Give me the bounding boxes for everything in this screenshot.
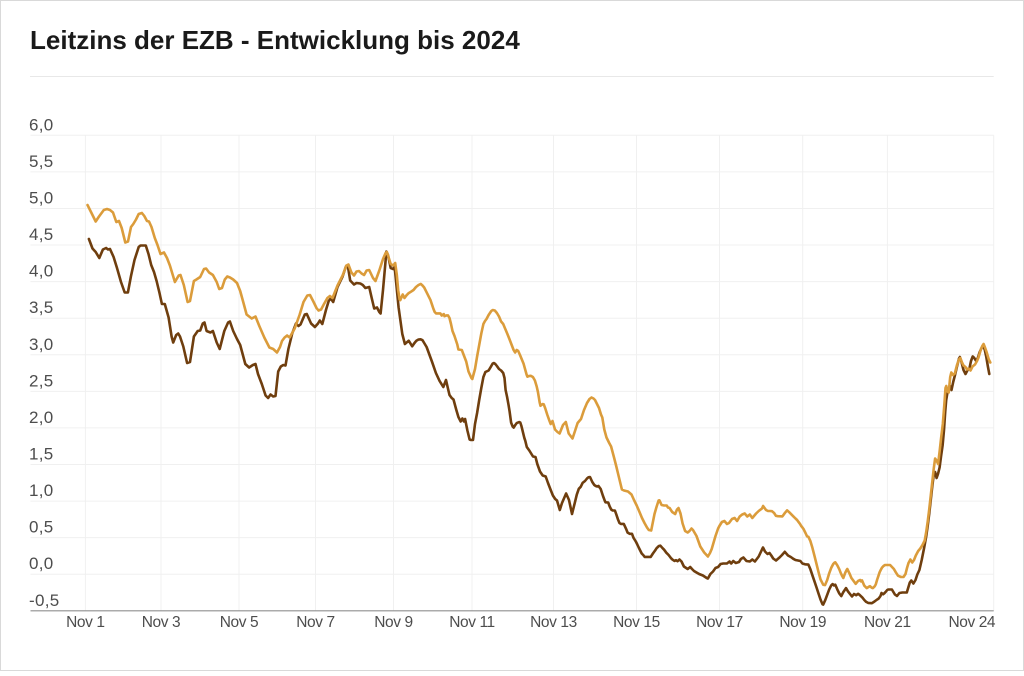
svg-text:Nov 24: Nov 24 <box>948 614 995 631</box>
svg-text:3,0: 3,0 <box>29 335 54 354</box>
svg-text:Nov 9: Nov 9 <box>374 614 413 631</box>
svg-text:Nov 21: Nov 21 <box>864 614 911 631</box>
svg-text:Nov 5: Nov 5 <box>220 614 259 631</box>
svg-text:-0,5: -0,5 <box>29 591 60 610</box>
svg-text:2,0: 2,0 <box>29 408 54 427</box>
svg-text:5,0: 5,0 <box>29 188 54 207</box>
svg-text:Leitzins der EZB - Entwicklung: Leitzins der EZB - Entwicklung bis 2024 <box>30 25 520 55</box>
svg-text:Nov 19: Nov 19 <box>779 614 826 631</box>
svg-text:5,5: 5,5 <box>29 152 54 171</box>
svg-text:6,0: 6,0 <box>29 115 54 134</box>
svg-text:1,0: 1,0 <box>29 481 54 500</box>
svg-text:Nov 13: Nov 13 <box>530 614 577 631</box>
svg-text:Nov 3: Nov 3 <box>142 614 181 631</box>
svg-text:Nov 1: Nov 1 <box>66 614 105 631</box>
svg-text:1,5: 1,5 <box>29 444 54 463</box>
svg-text:0,0: 0,0 <box>29 554 54 573</box>
svg-text:Nov 15: Nov 15 <box>613 614 660 631</box>
svg-text:4,0: 4,0 <box>29 262 54 281</box>
svg-text:2,5: 2,5 <box>29 371 54 390</box>
svg-text:0,5: 0,5 <box>29 518 54 537</box>
svg-text:Nov 7: Nov 7 <box>296 614 335 631</box>
svg-text:Nov 11: Nov 11 <box>449 614 495 631</box>
svg-text:Nov 17: Nov 17 <box>696 614 743 631</box>
svg-text:4,5: 4,5 <box>29 225 54 244</box>
svg-text:3,5: 3,5 <box>29 298 54 317</box>
